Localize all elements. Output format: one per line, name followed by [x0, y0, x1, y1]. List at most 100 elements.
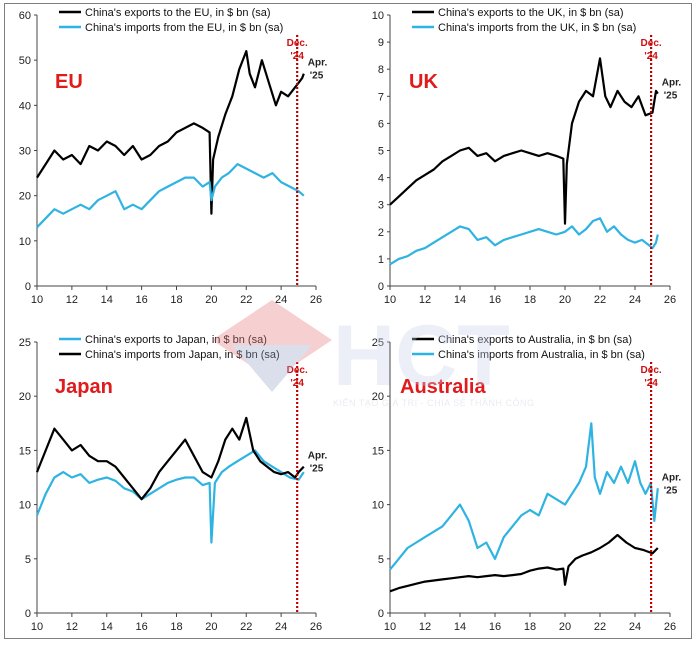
legend-entry: China's imports from Japan, in $ bn (sa) — [85, 349, 280, 361]
dec-marker-label: Dec. — [287, 38, 308, 49]
region-label: Australia — [400, 376, 486, 398]
y-tick-label: 4 — [378, 173, 384, 185]
x-tick-label: 12 — [66, 294, 78, 306]
x-tick-label: 22 — [240, 621, 252, 633]
x-tick-label: 26 — [310, 294, 322, 306]
y-tick-label: 0 — [25, 281, 31, 293]
y-tick-label: 50 — [19, 55, 31, 67]
y-tick-label: 10 — [372, 10, 384, 22]
dec-marker-label: Dec. — [641, 365, 662, 376]
region-label: EU — [55, 71, 83, 93]
x-tick-label: 24 — [275, 294, 287, 306]
y-tick-label: 5 — [378, 146, 384, 158]
watermark-logo-diamond-lower-icon — [232, 345, 312, 392]
legend-entry: China's imports from the EU, in $ bn (sa… — [85, 22, 283, 34]
apr-marker-label: Apr. — [308, 58, 328, 69]
x-tick-label: 12 — [419, 621, 431, 633]
legend-entry: China's imports from the UK, in $ bn (sa… — [438, 22, 636, 34]
watermark-slogan: KIẾN TẠO GIÁ TRỊ - CHIA SẺ THÀNH CÔNG — [333, 397, 535, 408]
y-tick-label: 8 — [378, 64, 384, 76]
x-tick-label: 10 — [31, 621, 43, 633]
y-tick-label: 5 — [25, 554, 31, 566]
y-tick-label: 30 — [19, 146, 31, 158]
series-line-2 — [36, 163, 305, 229]
legend-entry: China's exports to Australia, in $ bn (s… — [438, 334, 632, 346]
y-tick-label: 10 — [372, 500, 384, 512]
panel-australia: 0 5 10 15 20 25 10 12 14 16 18 20 22 24 26 Dec. '24 Apr. '… — [372, 334, 682, 633]
x-tick-label: 20 — [559, 294, 571, 306]
watermark-logo-text: HCT — [333, 308, 510, 404]
apr-marker-year: '25 — [664, 485, 678, 496]
y-tick-label: 5 — [378, 554, 384, 566]
y-tick-label: 0 — [25, 608, 31, 620]
x-tick-label: 26 — [664, 621, 676, 633]
x-tick-label: 20 — [205, 621, 217, 633]
y-tick-label: 9 — [378, 37, 384, 49]
dec-marker-year: '24 — [290, 51, 304, 62]
x-tick-label: 12 — [419, 294, 431, 306]
y-tick-label: 10 — [19, 500, 31, 512]
dec-marker-label: Dec. — [287, 365, 308, 376]
series-line-1 — [36, 49, 305, 215]
x-tick-label: 22 — [594, 621, 606, 633]
y-tick-label: 0 — [378, 281, 384, 293]
watermark-logo-diamond-icon — [212, 300, 332, 380]
dec-marker-label: Dec. — [641, 38, 662, 49]
x-tick-label: 18 — [170, 621, 182, 633]
x-tick-label: 18 — [524, 621, 536, 633]
y-tick-label: 0 — [378, 608, 384, 620]
region-label: Japan — [55, 376, 113, 398]
apr-marker-label: Apr. — [662, 78, 682, 89]
x-tick-label: 16 — [136, 621, 148, 633]
legend-entry: China's exports to the UK, in $ bn (sa) — [438, 7, 624, 19]
x-tick-label: 14 — [454, 621, 466, 633]
x-tick-label: 26 — [664, 294, 676, 306]
x-tick-label: 22 — [594, 294, 606, 306]
y-tick-label: 6 — [378, 118, 384, 130]
x-tick-label: 14 — [101, 621, 113, 633]
x-tick-label: 16 — [489, 294, 501, 306]
dec-marker-year: '24 — [644, 378, 658, 389]
x-tick-label: 12 — [66, 621, 78, 633]
y-tick-label: 3 — [378, 200, 384, 212]
y-tick-label: 2 — [378, 227, 384, 239]
legend-entry: China's exports to Japan, in $ bn (sa) — [85, 334, 267, 346]
x-tick-label: 10 — [31, 294, 43, 306]
y-tick-label: 15 — [372, 445, 384, 457]
y-tick-label: 20 — [19, 191, 31, 203]
x-tick-label: 20 — [205, 294, 217, 306]
apr-marker-label: Apr. — [662, 472, 682, 483]
x-tick-label: 24 — [629, 621, 641, 633]
y-tick-label: 10 — [19, 236, 31, 248]
y-tick-label: 1 — [378, 254, 384, 266]
series-line-1 — [389, 57, 659, 225]
x-tick-label: 18 — [170, 294, 182, 306]
x-tick-label: 16 — [489, 621, 501, 633]
series-line-2 — [389, 422, 659, 571]
legend-entry: China's exports to the EU, in $ bn (sa) — [85, 7, 271, 19]
region-label: UK — [409, 71, 438, 93]
y-tick-label: 15 — [19, 445, 31, 457]
apr-marker-year: '25 — [310, 71, 324, 82]
apr-marker-year: '25 — [664, 91, 678, 102]
x-tick-label: 14 — [454, 294, 466, 306]
x-tick-label: 10 — [384, 294, 396, 306]
series-line-2 — [35, 416, 305, 501]
series-line-1 — [389, 533, 659, 593]
series-line-1 — [35, 449, 305, 544]
x-tick-label: 10 — [384, 621, 396, 633]
x-tick-label: 16 — [136, 294, 148, 306]
legend-entry: China's imports from Australia, in $ bn … — [438, 349, 645, 361]
y-tick-label: 25 — [372, 337, 384, 349]
x-tick-label: 14 — [101, 294, 113, 306]
panel-japan: 0 5 10 15 20 25 10 12 14 16 18 20 22 24 26 Dec. '24 Apr. '… — [19, 334, 328, 633]
dec-marker-year: '24 — [290, 378, 304, 389]
x-tick-label: 24 — [275, 621, 287, 633]
y-tick-label: 25 — [19, 337, 31, 349]
x-tick-label: 22 — [240, 294, 252, 306]
dec-marker-year: '24 — [644, 51, 658, 62]
y-tick-label: 7 — [378, 91, 384, 103]
apr-marker-label: Apr. — [308, 451, 328, 462]
